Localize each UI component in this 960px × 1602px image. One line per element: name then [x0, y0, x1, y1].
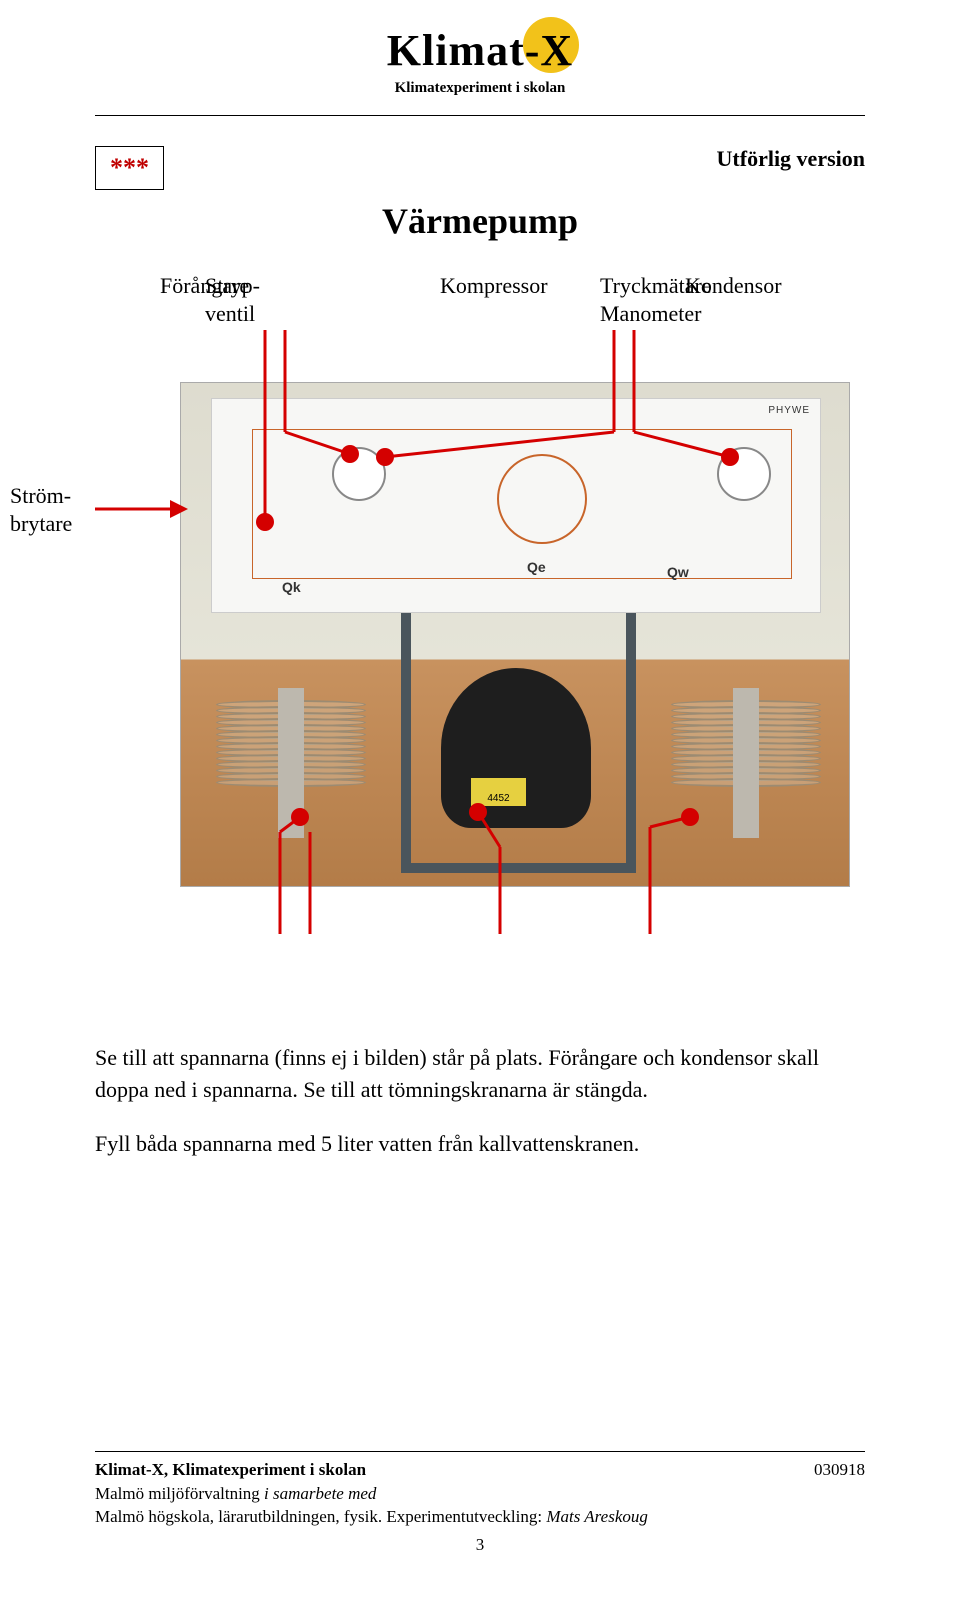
footer-line2: Malmö miljöförvaltning i samarbete med — [95, 1482, 865, 1506]
logo-text: Klimat-X — [387, 25, 573, 76]
page-title: Värmepump — [95, 200, 865, 242]
footer: 030918 Klimat-X, Klimatexperiment i skol… — [95, 1458, 865, 1557]
footer-date: 030918 — [814, 1458, 865, 1482]
paragraph-2: Fyll båda spannarna med 5 liter vatten f… — [95, 1128, 865, 1160]
difficulty-stars: *** — [95, 146, 164, 190]
logo-subtitle: Klimatexperiment i skolan — [95, 80, 865, 97]
divider-bottom — [95, 1451, 865, 1452]
body-text: Se till att spannarna (finns ej i bilden… — [95, 1042, 865, 1160]
paragraph-1: Se till att spannarna (finns ej i bilden… — [95, 1042, 865, 1106]
page-number: 3 — [95, 1533, 865, 1557]
leader-lines — [10, 272, 910, 992]
version-label: Utförlig version — [717, 146, 865, 172]
divider-top — [95, 115, 865, 116]
logo: Klimat-X Klimatexperiment i skolan — [95, 0, 865, 97]
footer-line1: Klimat-X, Klimatexperiment i skolan — [95, 1460, 366, 1479]
heat-pump-diagram: Stryp- ventil Tryckmätare Manometer Strö… — [95, 272, 865, 992]
footer-line3: Malmö högskola, lärarutbildningen, fysik… — [95, 1505, 865, 1529]
